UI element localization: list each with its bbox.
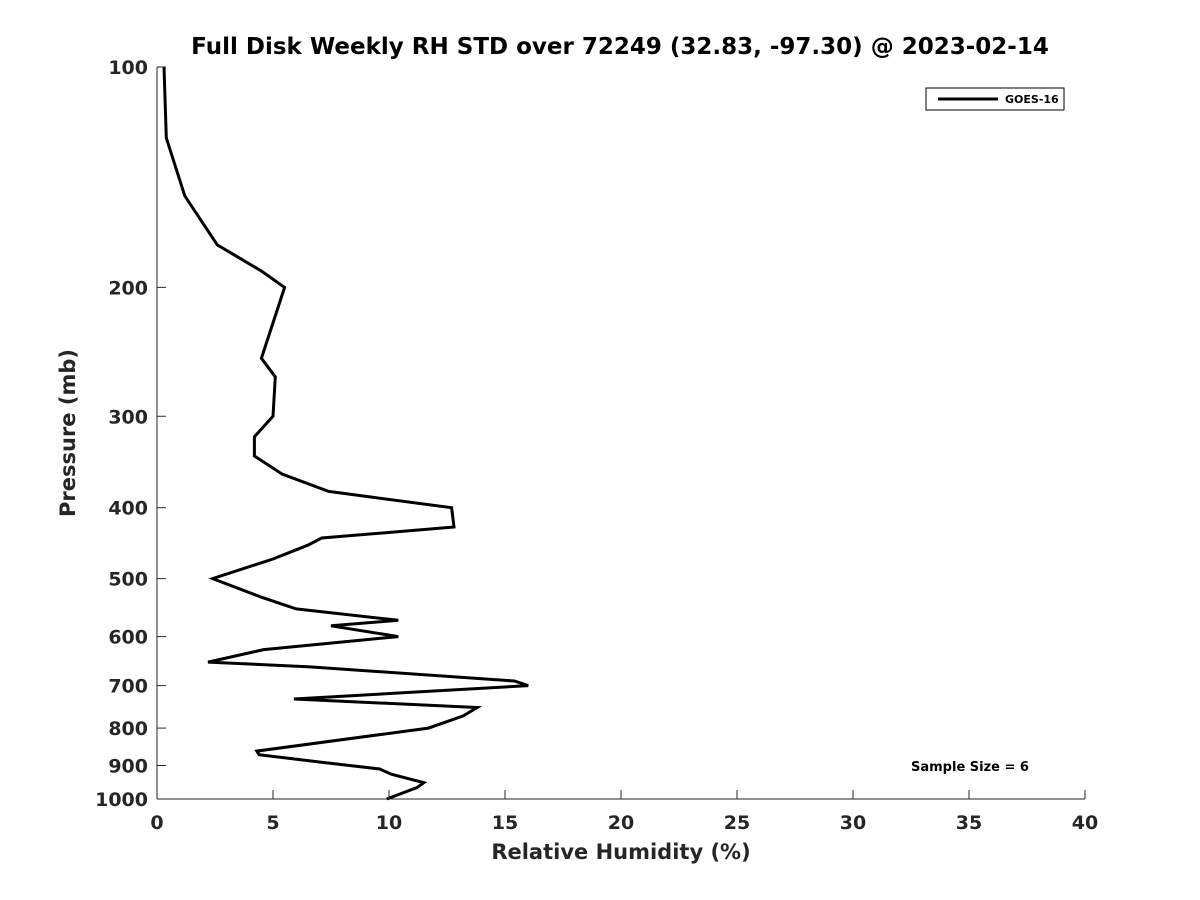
y-tick-label: 100 <box>108 57 148 79</box>
y-tick-label: 300 <box>108 406 148 428</box>
sample-size-annotation: Sample Size = 6 <box>911 760 1029 775</box>
x-tick-label: 10 <box>376 812 402 834</box>
x-tick-label: 5 <box>266 812 279 834</box>
x-tick-label: 25 <box>724 812 750 834</box>
legend-label-goes-16: GOES-16 <box>1005 93 1059 106</box>
series-line-goes-16 <box>162 66 529 801</box>
y-tick-label: 900 <box>108 756 148 778</box>
plot-area <box>156 66 1085 801</box>
x-tick-label: 15 <box>492 812 518 834</box>
x-tick-label: 20 <box>608 812 634 834</box>
y-tick-label: 1000 <box>95 789 148 811</box>
y-tick-label: 600 <box>108 627 148 649</box>
legend: GOES-16 <box>925 87 1065 111</box>
x-tick-label: 0 <box>150 812 163 834</box>
y-tick-label: 500 <box>108 569 148 591</box>
y-tick-label: 700 <box>108 676 148 698</box>
x-axis-ticks: 0 5 10 15 20 25 30 35 40 <box>150 790 1098 834</box>
y-tick-label: 400 <box>108 498 148 520</box>
y-tick-label: 200 <box>108 277 148 299</box>
x-tick-label: 35 <box>956 812 982 834</box>
y-axis-ticks: 100 200 300 400 500 600 700 800 900 1000 <box>95 57 166 811</box>
x-tick-label: 30 <box>840 812 866 834</box>
y-axis-label: Pressure (mb) <box>56 349 80 517</box>
x-axis-label: Relative Humidity (%) <box>491 840 750 864</box>
y-tick-label: 800 <box>108 718 148 740</box>
x-tick-label: 40 <box>1072 812 1098 834</box>
chart-title: Full Disk Weekly RH STD over 72249 (32.8… <box>191 34 1049 60</box>
